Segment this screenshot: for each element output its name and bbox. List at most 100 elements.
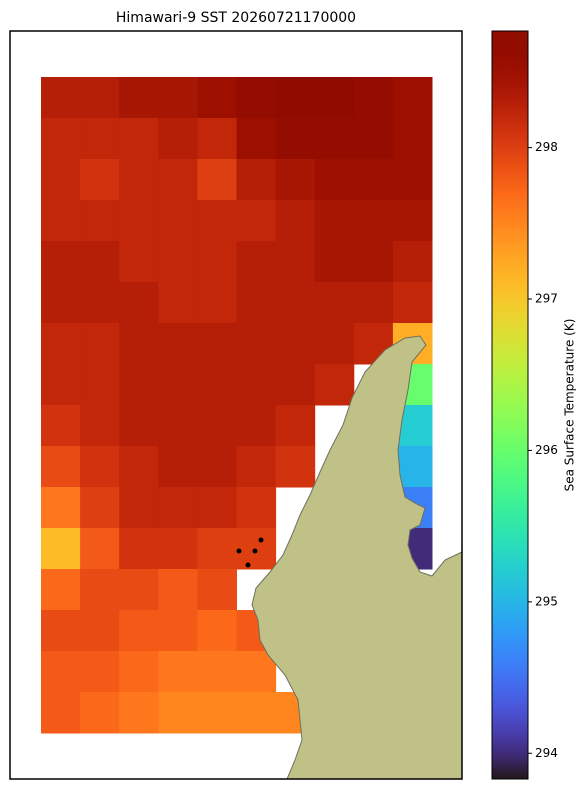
sst-cell <box>41 364 81 406</box>
sst-cell <box>158 528 198 570</box>
colorbar-tick-label: 298 <box>535 140 558 154</box>
sst-cell <box>41 323 81 365</box>
sst-cell <box>41 528 81 570</box>
sst-cell <box>197 323 237 365</box>
colorbar-tick-label: 296 <box>535 443 558 457</box>
station <box>236 548 242 554</box>
station <box>258 537 264 543</box>
sst-cell <box>236 528 277 570</box>
sst-cell <box>275 446 316 488</box>
sst-cell <box>119 569 159 611</box>
sst-cell <box>119 446 159 488</box>
sst-cell <box>80 651 120 693</box>
sst-cell <box>392 118 433 160</box>
sst-cell <box>197 692 237 734</box>
sst-cell <box>197 159 237 201</box>
sst-cell <box>275 364 316 406</box>
sst-cell <box>41 241 81 283</box>
sst-cell <box>158 487 198 529</box>
sst-cell <box>197 241 237 283</box>
sst-cell <box>275 282 316 324</box>
sst-cell <box>41 651 81 693</box>
colorbar-tick-label: 295 <box>535 594 558 608</box>
sst-cell <box>158 651 198 693</box>
sst-cell <box>80 282 120 324</box>
sst-cell <box>236 364 277 406</box>
sst-cell <box>41 77 81 119</box>
sst-cell <box>236 118 277 160</box>
sst-cell <box>314 200 355 242</box>
sst-cell <box>158 200 198 242</box>
sst-cell <box>314 323 355 365</box>
sst-cell <box>197 77 237 119</box>
sst-cell <box>353 241 394 283</box>
sst-cell <box>353 77 394 119</box>
colorbar-tick-label: 294 <box>535 746 558 760</box>
sst-cell <box>80 405 120 447</box>
sst-cell <box>80 569 120 611</box>
sst-cell <box>236 77 277 119</box>
colorbar-tick-label: 297 <box>535 292 558 306</box>
sst-cell <box>158 364 198 406</box>
sst-cell <box>80 364 120 406</box>
sst-cell <box>41 569 81 611</box>
sst-cell <box>119 323 159 365</box>
sst-cell <box>275 118 316 160</box>
sst-cell <box>158 405 198 447</box>
sst-cell <box>41 282 81 324</box>
sst-cell <box>80 323 120 365</box>
sst-cell <box>197 364 237 406</box>
sst-cell <box>197 528 237 570</box>
sst-cell <box>158 77 198 119</box>
sst-cell <box>80 241 120 283</box>
sst-cell <box>158 610 198 652</box>
colorbar-ticks: 294 295 296 297 298 <box>528 140 558 760</box>
sst-cell <box>197 118 237 160</box>
sst-cell <box>197 651 237 693</box>
sst-cell <box>236 159 277 201</box>
sst-cell <box>158 282 198 324</box>
map-frame <box>9 30 463 780</box>
sst-cell <box>119 487 159 529</box>
sst-cell <box>353 200 394 242</box>
station <box>245 562 251 568</box>
sst-cell <box>197 446 237 488</box>
sst-cell <box>80 610 120 652</box>
sst-cell <box>236 405 277 447</box>
sst-cell <box>158 118 198 160</box>
sst-cell <box>353 159 394 201</box>
sst-cell <box>275 241 316 283</box>
sst-cell <box>119 159 159 201</box>
stations <box>236 537 264 568</box>
sst-cell <box>41 405 81 447</box>
sst-cell <box>275 323 316 365</box>
sst-cell <box>236 692 277 734</box>
sst-cell <box>41 446 81 488</box>
sst-cell <box>119 692 159 734</box>
sst-cell <box>119 610 159 652</box>
sst-cell <box>314 77 355 119</box>
sst-cell <box>119 200 159 242</box>
sst-cell <box>119 118 159 160</box>
sst-cell <box>119 651 159 693</box>
sst-cell <box>119 364 159 406</box>
sst-cell <box>158 159 198 201</box>
sst-cell <box>80 692 120 734</box>
sst-cell <box>314 118 355 160</box>
station <box>252 548 258 554</box>
sst-cell <box>80 446 120 488</box>
sst-cell <box>392 282 433 324</box>
sst-cell <box>236 487 277 529</box>
sst-cell <box>197 405 237 447</box>
sst-cell <box>236 323 277 365</box>
sst-cell <box>275 200 316 242</box>
sst-cell <box>197 487 237 529</box>
map-title: Himawari-9 SST 20260721170000 <box>116 10 356 26</box>
sst-cell <box>314 364 355 406</box>
sst-cell <box>158 446 198 488</box>
sst-cell <box>353 118 394 160</box>
sst-cell <box>158 569 198 611</box>
sst-cell <box>353 282 394 324</box>
sst-cell <box>236 651 277 693</box>
sst-cell <box>236 241 277 283</box>
